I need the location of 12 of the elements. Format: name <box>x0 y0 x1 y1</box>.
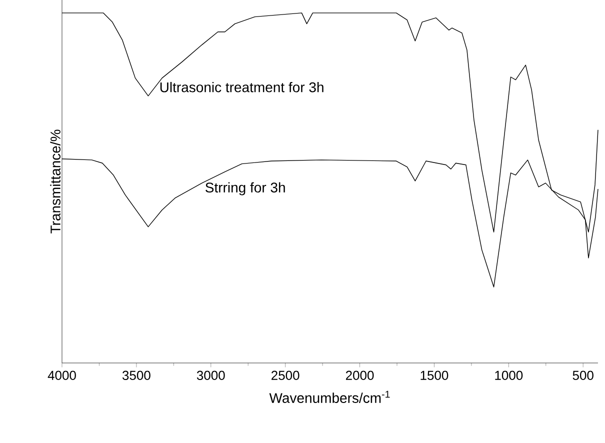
series-label: Ultrasonic treatment for 3h <box>160 82 324 92</box>
x-tick-label: 4000 <box>48 370 76 380</box>
x-tick-label: 1500 <box>420 370 448 380</box>
x-tick-label: 3000 <box>196 370 225 380</box>
x-tick-label: 1000 <box>495 370 523 380</box>
x-tick-label: 2500 <box>272 370 300 380</box>
x-axis-title: Wavenumbers/cm$^{-1}$ <box>269 390 390 403</box>
x-tick-label: 2000 <box>346 370 374 380</box>
series-label: Strring for 3h <box>206 182 285 196</box>
x-tick-label: 500 <box>572 370 594 380</box>
x-tick-label: 3500 <box>122 370 150 380</box>
y-axis-title: Transmittance/% <box>50 130 60 234</box>
